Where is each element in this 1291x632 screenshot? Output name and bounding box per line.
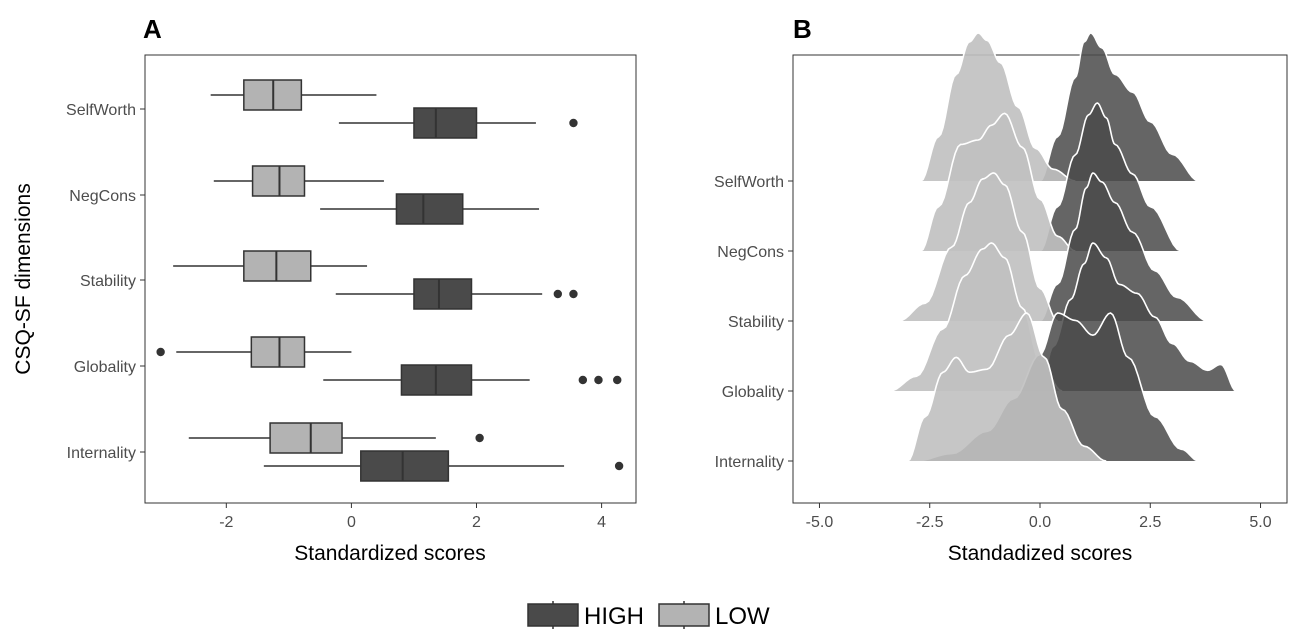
ridge-negcons-high xyxy=(1040,103,1182,251)
y-tick-label-b-negcons: NegCons xyxy=(717,244,784,261)
outlier-globality-high-0 xyxy=(578,375,588,385)
panel-a-x-axis: -2 0 2 4 xyxy=(219,503,606,531)
panel-b: B -5.0 -2.5 0.0 2.5 5.0 Internality Globality… xyxy=(714,14,1288,565)
panel-b-label: B xyxy=(793,14,812,44)
y-tick-label-selfworth: SelfWorth xyxy=(66,102,136,119)
x-tick-label-b-2: 0.0 xyxy=(1029,514,1051,531)
outlier-internality-low-0 xyxy=(475,433,484,443)
panel-b-y-axis: Internality Globality Stability NegCons Self… xyxy=(714,174,793,471)
y-tick-label-globality: Globality xyxy=(74,359,136,376)
y-tick-label-b-selfworth: SelfWorth xyxy=(714,174,784,191)
y-tick-label-b-stability: Stability xyxy=(728,314,784,331)
legend-swatch-low xyxy=(658,603,710,627)
x-tick-label-b-1: -2.5 xyxy=(916,514,944,531)
ridge-outline-stability-high xyxy=(1039,172,1208,322)
ridge-outline-stability-low xyxy=(898,172,1058,322)
x-tick-label-b-0: -5.0 xyxy=(806,514,834,531)
legend-item-high: HIGH xyxy=(527,601,644,630)
x-tick-label-4: 4 xyxy=(597,514,606,531)
x-tick-label-0: 0 xyxy=(347,514,356,531)
panel-a: A -2 0 2 4 SelfWorth NegCons Stability Globali… xyxy=(12,14,637,565)
panel-b-x-axis: -5.0 -2.5 0.0 2.5 5.0 xyxy=(806,503,1272,531)
ridge-outline-negcons-low xyxy=(920,112,1076,252)
ridge-outline-globality-high xyxy=(1039,242,1237,392)
outlier-selfworth-high-0 xyxy=(569,118,578,128)
outlier-globality-low-0 xyxy=(156,347,165,357)
x-tick-label-2: 2 xyxy=(472,514,481,531)
panel-a-y-axis: SelfWorth NegCons Stability Globality Intern… xyxy=(66,102,145,462)
legend-label-high: HIGH xyxy=(584,603,644,630)
legend-item-low: LOW xyxy=(658,601,770,630)
y-tick-label-negcons: NegCons xyxy=(69,188,136,205)
box-selfworth-high xyxy=(413,107,478,139)
legend-swatch-high xyxy=(527,603,579,627)
panel-a-y-title: CSQ-SF dimensions xyxy=(12,183,35,374)
box-negcons-high xyxy=(395,193,464,225)
ridge-outline-selfworth-high xyxy=(1039,32,1200,182)
box-internality-low xyxy=(269,422,343,454)
ridge-outline-internality-low xyxy=(907,312,1107,462)
x-tick-label-b-3: 2.5 xyxy=(1139,514,1161,531)
outlier-globality-high-1 xyxy=(594,375,603,385)
ridge-outline-selfworth-low xyxy=(920,32,1076,182)
panel-a-label: A xyxy=(143,14,162,44)
y-tick-label-stability: Stability xyxy=(80,273,136,290)
box-globality-low xyxy=(250,336,306,368)
panel-b-x-title: Standadized scores xyxy=(948,542,1132,565)
x-tick-label--2: -2 xyxy=(219,514,233,531)
outlier-globality-high-2 xyxy=(613,375,622,385)
y-tick-label-b-globality: Globality xyxy=(722,384,784,401)
outlier-stability-high-0 xyxy=(553,289,563,299)
ridge-internality-low xyxy=(907,313,1107,461)
panel-a-boxes xyxy=(156,79,624,482)
box-stability-high xyxy=(413,278,473,310)
panel-b-ridges xyxy=(889,32,1237,462)
ridge-internality-high xyxy=(916,313,1199,461)
legend: HIGH LOW xyxy=(527,601,770,630)
ridge-stability-low xyxy=(898,173,1058,321)
y-tick-label-internality: Internality xyxy=(67,445,136,462)
panel-a-x-title: Standardized scores xyxy=(294,542,485,565)
ridge-outline-negcons-high xyxy=(1039,102,1182,252)
x-tick-label-b-4: 5.0 xyxy=(1249,514,1271,531)
panel-a-frame xyxy=(144,54,637,504)
legend-label-low: LOW xyxy=(715,603,770,630)
outlier-internality-high-0 xyxy=(614,461,624,471)
outlier-stability-high-1 xyxy=(569,289,578,299)
box-internality-high xyxy=(360,450,450,482)
y-tick-label-b-internality: Internality xyxy=(715,454,784,471)
